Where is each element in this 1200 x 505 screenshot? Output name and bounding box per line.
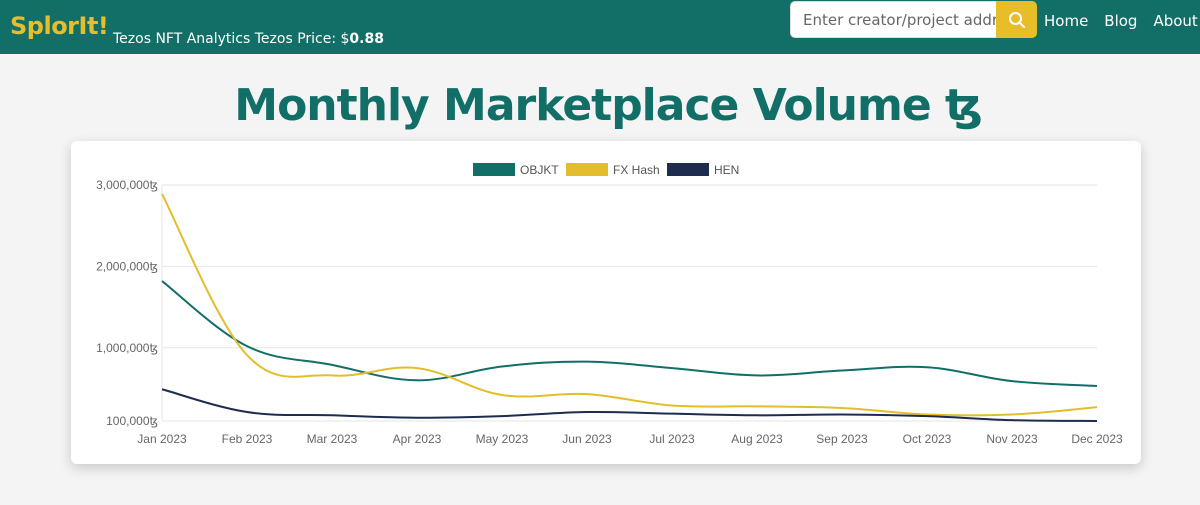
- nav-link-home[interactable]: Home: [1044, 12, 1089, 30]
- brand-logo[interactable]: SplorIt!: [10, 12, 109, 40]
- legend-swatch: [566, 163, 608, 176]
- legend-label: OBJKT: [520, 163, 559, 177]
- tezos-price: 0.88: [349, 31, 384, 47]
- x-tick-label: Jul 2023: [649, 432, 695, 446]
- y-tick-label: 3,000,000ꜩ: [96, 178, 158, 192]
- y-tick-label: 100,000ꜩ: [106, 414, 158, 428]
- search-input[interactable]: [790, 1, 996, 38]
- series-line-objkt: [161, 280, 1098, 388]
- y-tick-label: 1,000,000ꜩ: [96, 341, 158, 355]
- x-tick-label: Nov 2023: [986, 432, 1038, 446]
- x-tick-label: Aug 2023: [731, 432, 783, 446]
- line-chart: 3,000,000ꜩ 2,000,000ꜩ 1,000,000ꜩ 100,000ꜩ Ja…: [96, 163, 1123, 446]
- x-tick-label: Apr 2023: [393, 432, 442, 446]
- tagline-text: Tezos NFT Analytics Tezos Price: $: [113, 31, 350, 47]
- y-tick-label: 2,000,000ꜩ: [96, 259, 158, 273]
- legend-label: HEN: [714, 163, 739, 177]
- nav-link-blog[interactable]: Blog: [1104, 12, 1138, 30]
- legend-swatch: [473, 163, 515, 176]
- x-tick-label: Sep 2023: [816, 432, 868, 446]
- x-tick-label: Jun 2023: [562, 432, 612, 446]
- series-line-hen: [161, 388, 1098, 422]
- x-tick-label: May 2023: [476, 432, 529, 446]
- x-tick-label: Dec 2023: [1071, 432, 1123, 446]
- x-tick-label: Mar 2023: [307, 432, 358, 446]
- x-tick-label: Feb 2023: [222, 432, 273, 446]
- x-tick-label: Jan 2023: [137, 432, 187, 446]
- search-form: [790, 1, 1037, 38]
- nav-links: Home Blog About: [1044, 12, 1198, 30]
- tagline: Tezos NFT Analytics Tezos Price: $0.88: [113, 31, 384, 47]
- chart-card: 3,000,000ꜩ 2,000,000ꜩ 1,000,000ꜩ 100,000ꜩ Ja…: [71, 141, 1141, 464]
- nav-link-about[interactable]: About: [1153, 12, 1198, 30]
- x-tick-label: Oct 2023: [903, 432, 952, 446]
- legend-swatch: [667, 163, 709, 176]
- series-line-fx-hash: [161, 193, 1098, 417]
- search-button[interactable]: [996, 1, 1037, 38]
- page-title: Monthly Marketplace Volume ꜩ: [234, 80, 982, 131]
- grid-lines: [162, 184, 1097, 422]
- legend-label: FX Hash: [613, 163, 660, 177]
- search-icon: [1008, 11, 1025, 28]
- top-navbar: SplorIt! Tezos NFT Analytics Tezos Price…: [0, 0, 1200, 54]
